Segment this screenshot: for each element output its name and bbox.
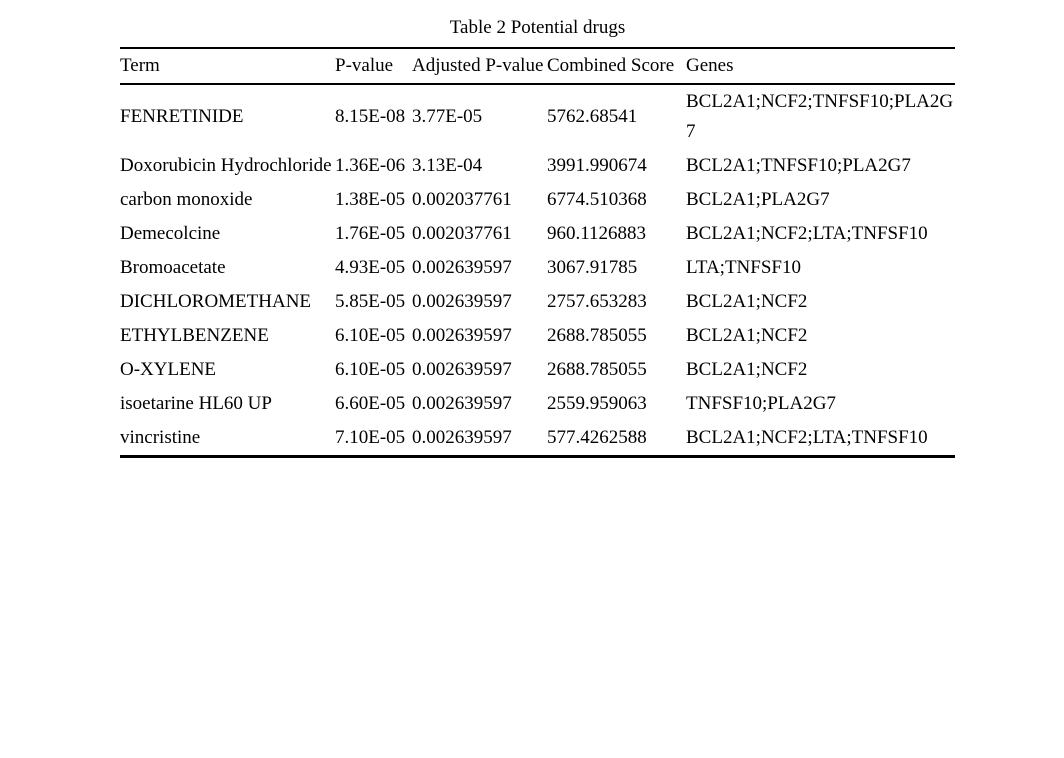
adjusted-p-value-cell: 0.002639597 — [412, 257, 512, 278]
p-value-cell: 8.15E-08 — [335, 106, 406, 127]
adjusted-p-value-cell: 3.13E-04 — [412, 155, 483, 176]
table-row: Doxorubicin Hydrochloride 1.36E-06 3.13E… — [120, 149, 955, 183]
genes-cell: BCL2A1;NCF2 — [686, 291, 808, 312]
p-value-cell: 7.10E-05 — [335, 427, 406, 448]
table-row: ETHYLBENZENE 6.10E-05 0.002639597 2688.7… — [120, 319, 955, 353]
p-value-cell: 5.85E-05 — [335, 291, 406, 312]
column-header-p-value: P-value — [335, 48, 412, 85]
combined-score-cell: 5762.68541 — [547, 106, 638, 127]
column-header-adjusted-p-value: Adjusted P-value — [412, 48, 547, 85]
p-value-cell: 1.76E-05 — [335, 223, 406, 244]
combined-score-cell: 3991.990674 — [547, 155, 647, 176]
combined-score-cell: 6774.510368 — [547, 189, 647, 210]
potential-drugs-table: Term P-value Adjusted P-value Combined S… — [120, 47, 955, 458]
genes-cell: BCL2A1;PLA2G7 — [686, 189, 830, 210]
genes-cell: BCL2A1;NCF2;LTA;TNFSF10 — [686, 223, 928, 244]
adjusted-p-value-cell: 0.002037761 — [412, 189, 512, 210]
genes-cell: BCL2A1;NCF2 — [686, 325, 808, 346]
table-row: DICHLOROMETHANE 5.85E-05 0.002639597 275… — [120, 285, 955, 319]
term-cell: vincristine — [120, 427, 201, 448]
term-cell: isoetarine HL60 UP — [120, 393, 272, 414]
term-cell: O-XYLENE — [120, 359, 217, 380]
table-row: Bromoacetate 4.93E-05 0.002639597 3067.9… — [120, 251, 955, 285]
genes-cell: BCL2A1;NCF2 — [686, 359, 808, 380]
term-cell: ETHYLBENZENE — [120, 325, 269, 346]
p-value-cell: 6.10E-05 — [335, 359, 406, 380]
genes-cell: LTA;TNFSF10 — [686, 257, 801, 278]
p-value-cell: 1.36E-06 — [335, 155, 406, 176]
combined-score-cell: 2757.653283 — [547, 291, 647, 312]
header-row: Term P-value Adjusted P-value Combined S… — [120, 48, 955, 85]
table-row: FENRETINIDE 8.15E-08 3.77E-05 5762.68541… — [120, 84, 955, 149]
p-value-cell: 1.38E-05 — [335, 189, 406, 210]
adjusted-p-value-cell: 0.002639597 — [412, 325, 512, 346]
p-value-cell: 4.93E-05 — [335, 257, 406, 278]
term-cell: DICHLOROMETHANE — [120, 291, 312, 312]
term-cell: Doxorubicin Hydrochloride — [120, 155, 332, 176]
combined-score-cell: 2559.959063 — [547, 393, 647, 414]
combined-score-cell: 2688.785055 — [547, 359, 647, 380]
adjusted-p-value-cell: 0.002639597 — [412, 359, 512, 380]
table-caption: Table 2 Potential drugs — [449, 17, 626, 38]
column-header-combined-score: Combined Score — [547, 48, 686, 85]
genes-cell: BCL2A1;NCF2;LTA;TNFSF10 — [686, 427, 928, 448]
table-row: carbon monoxide 1.38E-05 0.002037761 677… — [120, 183, 955, 217]
term-cell: Demecolcine — [120, 223, 221, 244]
genes-cell: BCL2A1;NCF2;TNFSF10;PLA2G7 — [686, 91, 954, 142]
combined-score-cell: 2688.785055 — [547, 325, 647, 346]
combined-score-cell: 577.4262588 — [547, 427, 647, 448]
column-header-term: Term — [120, 48, 335, 85]
adjusted-p-value-cell: 0.002037761 — [412, 223, 512, 244]
term-cell: FENRETINIDE — [120, 106, 244, 127]
adjusted-p-value-cell: 0.002639597 — [412, 393, 512, 414]
combined-score-cell: 960.1126883 — [547, 223, 647, 244]
table-row: isoetarine HL60 UP 6.60E-05 0.002639597 … — [120, 387, 955, 421]
adjusted-p-value-cell: 0.002639597 — [412, 427, 512, 448]
p-value-cell: 6.10E-05 — [335, 325, 406, 346]
adjusted-p-value-cell: 0.002639597 — [412, 291, 512, 312]
term-cell: carbon monoxide — [120, 189, 253, 210]
table-row: Demecolcine 1.76E-05 0.002037761 960.112… — [120, 217, 955, 251]
table-row: vincristine 7.10E-05 0.002639597 577.426… — [120, 421, 955, 457]
p-value-cell: 6.60E-05 — [335, 393, 406, 414]
genes-cell: TNFSF10;PLA2G7 — [686, 393, 836, 414]
combined-score-cell: 3067.91785 — [547, 257, 638, 278]
adjusted-p-value-cell: 3.77E-05 — [412, 106, 483, 127]
table-row: O-XYLENE 6.10E-05 0.002639597 2688.78505… — [120, 353, 955, 387]
genes-cell: BCL2A1;TNFSF10;PLA2G7 — [686, 155, 911, 176]
term-cell: Bromoacetate — [120, 257, 226, 278]
column-header-genes: Genes — [686, 48, 955, 85]
